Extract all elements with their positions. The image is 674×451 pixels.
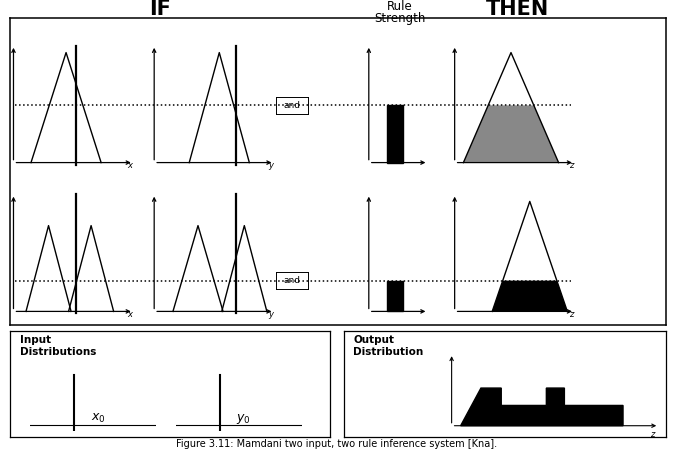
Text: z: z [570, 161, 574, 170]
Text: $x_0$: $x_0$ [91, 412, 105, 425]
Text: IF: IF [149, 0, 171, 19]
Text: Input
Distributions: Input Distributions [20, 335, 96, 357]
Text: z: z [650, 430, 654, 439]
Polygon shape [460, 388, 623, 426]
Bar [388, 281, 403, 311]
Text: x: x [127, 310, 132, 319]
Text: y: y [268, 161, 273, 170]
Text: and: and [283, 276, 301, 285]
Bar [388, 106, 403, 162]
Polygon shape [464, 106, 559, 162]
Text: y: y [268, 310, 273, 319]
Text: Figure 3.11: Mamdani two input, two rule inference system [Kna].: Figure 3.11: Mamdani two input, two rule… [177, 439, 497, 449]
Text: x: x [127, 161, 132, 170]
Text: THEN: THEN [486, 0, 549, 19]
Text: z: z [570, 310, 574, 319]
Polygon shape [492, 281, 568, 311]
Text: Strength: Strength [374, 12, 425, 24]
Text: $y_0$: $y_0$ [236, 412, 251, 426]
Text: Rule: Rule [387, 0, 412, 13]
Text: Output
Distribution: Output Distribution [353, 335, 424, 357]
Text: and: and [283, 101, 301, 110]
